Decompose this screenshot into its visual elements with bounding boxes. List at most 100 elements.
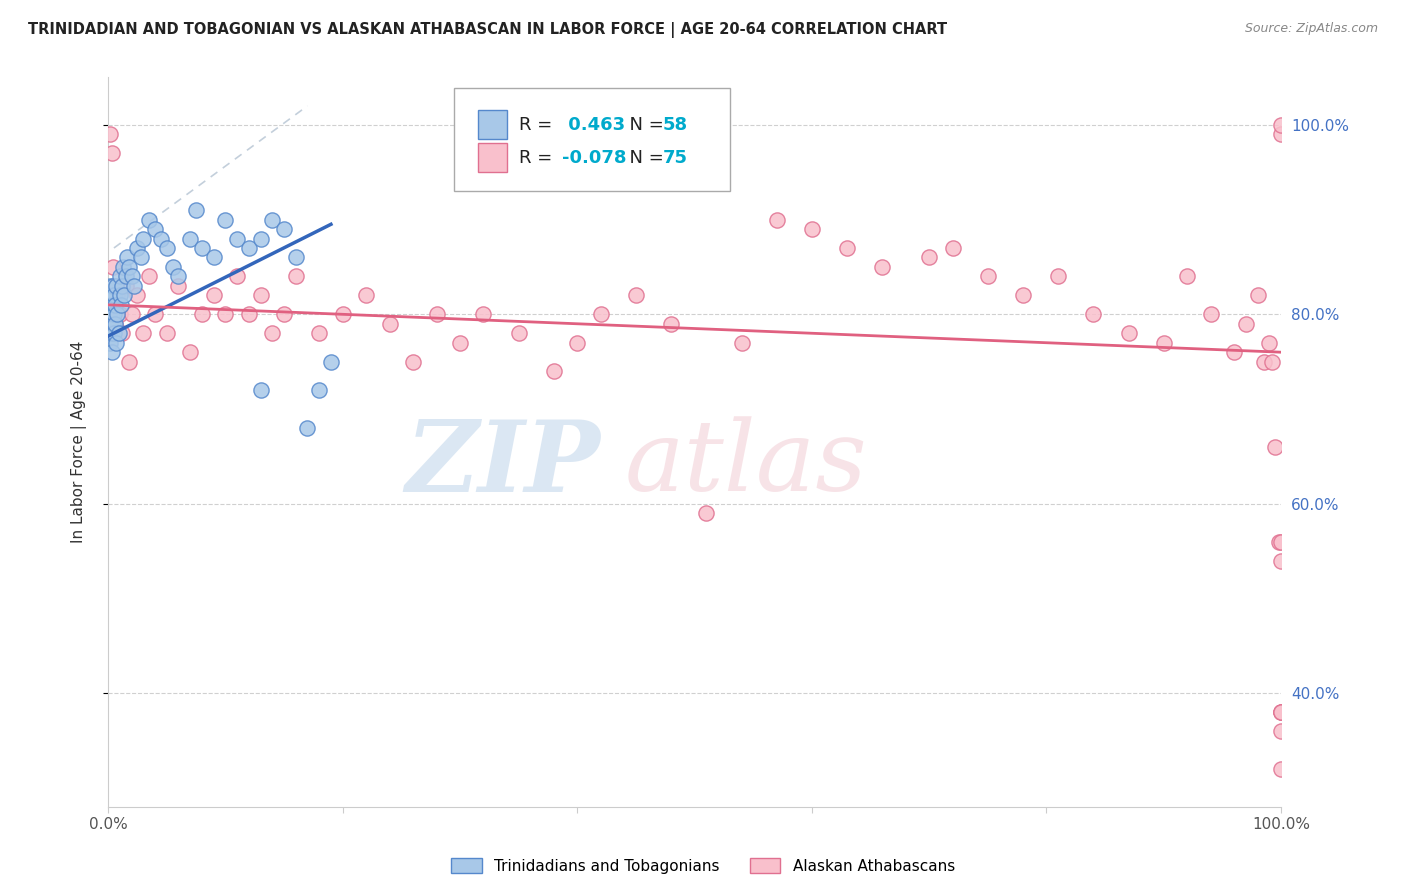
Point	[127, 288, 149, 302]
Point	[162, 260, 184, 274]
Point	[114, 278, 136, 293]
Point	[273, 307, 295, 321]
Point	[1270, 705, 1292, 719]
Point	[1153, 335, 1175, 350]
Point	[918, 251, 941, 265]
Point	[1118, 326, 1140, 341]
Point	[138, 269, 160, 284]
Point	[103, 278, 125, 293]
Point	[101, 278, 124, 293]
Point	[1047, 269, 1070, 284]
Text: 0.463: 0.463	[562, 116, 626, 134]
Point	[107, 307, 129, 321]
Point	[156, 326, 179, 341]
Point	[1223, 345, 1246, 359]
Point	[112, 260, 135, 274]
Point	[308, 326, 330, 341]
Point	[354, 288, 377, 302]
Point	[103, 288, 125, 302]
FancyBboxPatch shape	[478, 143, 508, 172]
Point	[567, 335, 589, 350]
Point	[872, 260, 894, 274]
Point	[98, 307, 121, 321]
Point	[100, 298, 122, 312]
Point	[402, 354, 425, 368]
Point	[226, 269, 249, 284]
Point	[103, 307, 125, 321]
Point	[107, 326, 129, 341]
Point	[167, 269, 190, 284]
Y-axis label: In Labor Force | Age 20-64: In Labor Force | Age 20-64	[72, 341, 87, 543]
Point	[308, 383, 330, 397]
Point	[695, 506, 717, 520]
Point	[111, 278, 134, 293]
Point	[100, 128, 122, 142]
Point	[118, 354, 141, 368]
Point	[191, 241, 214, 255]
Point	[103, 326, 125, 341]
Point	[297, 421, 319, 435]
Point	[179, 345, 201, 359]
Point	[249, 231, 271, 245]
Point	[262, 212, 284, 227]
Point	[1270, 762, 1292, 776]
Point	[214, 307, 236, 321]
Point	[1253, 354, 1275, 368]
Point	[589, 307, 612, 321]
Point	[104, 298, 127, 312]
Point	[101, 298, 124, 312]
Point	[100, 326, 122, 341]
Point	[121, 307, 143, 321]
Point	[184, 203, 207, 218]
Point	[121, 269, 143, 284]
Point	[425, 307, 447, 321]
Point	[284, 251, 307, 265]
Point	[508, 326, 530, 341]
Point	[1270, 118, 1292, 132]
Text: Source: ZipAtlas.com: Source: ZipAtlas.com	[1244, 22, 1378, 36]
Point	[800, 222, 823, 236]
Point	[472, 307, 495, 321]
Point	[1270, 128, 1292, 142]
Point	[98, 326, 121, 341]
Point	[226, 231, 249, 245]
Point	[149, 231, 172, 245]
Point	[156, 241, 179, 255]
Point	[1175, 269, 1198, 284]
Point	[273, 222, 295, 236]
Point	[1258, 335, 1281, 350]
Point	[1270, 705, 1292, 719]
Point	[115, 251, 138, 265]
Point	[100, 288, 122, 302]
Text: R =: R =	[519, 149, 558, 167]
Point	[105, 278, 128, 293]
FancyBboxPatch shape	[454, 88, 730, 191]
Point	[1234, 317, 1257, 331]
Point	[100, 335, 122, 350]
Point	[449, 335, 471, 350]
Point	[132, 231, 155, 245]
Point	[100, 146, 122, 161]
Point	[101, 317, 124, 331]
Text: TRINIDADIAN AND TOBAGONIAN VS ALASKAN ATHABASCAN IN LABOR FORCE | AGE 20-64 CORR: TRINIDADIAN AND TOBAGONIAN VS ALASKAN AT…	[28, 22, 948, 38]
Text: N =: N =	[619, 149, 669, 167]
FancyBboxPatch shape	[478, 111, 508, 139]
Point	[104, 317, 127, 331]
Text: ZIP: ZIP	[406, 416, 600, 512]
Point	[111, 326, 134, 341]
Point	[1264, 440, 1286, 454]
Point	[108, 307, 131, 321]
Point	[543, 364, 565, 378]
Point	[378, 317, 401, 331]
Point	[1246, 288, 1268, 302]
Point	[1270, 724, 1292, 739]
Text: atlas: atlas	[624, 417, 868, 512]
Point	[127, 241, 149, 255]
Point	[1260, 354, 1282, 368]
Point	[202, 251, 225, 265]
Point	[730, 335, 752, 350]
Point	[262, 326, 284, 341]
Point	[765, 212, 787, 227]
Point	[659, 317, 682, 331]
Point	[624, 288, 647, 302]
